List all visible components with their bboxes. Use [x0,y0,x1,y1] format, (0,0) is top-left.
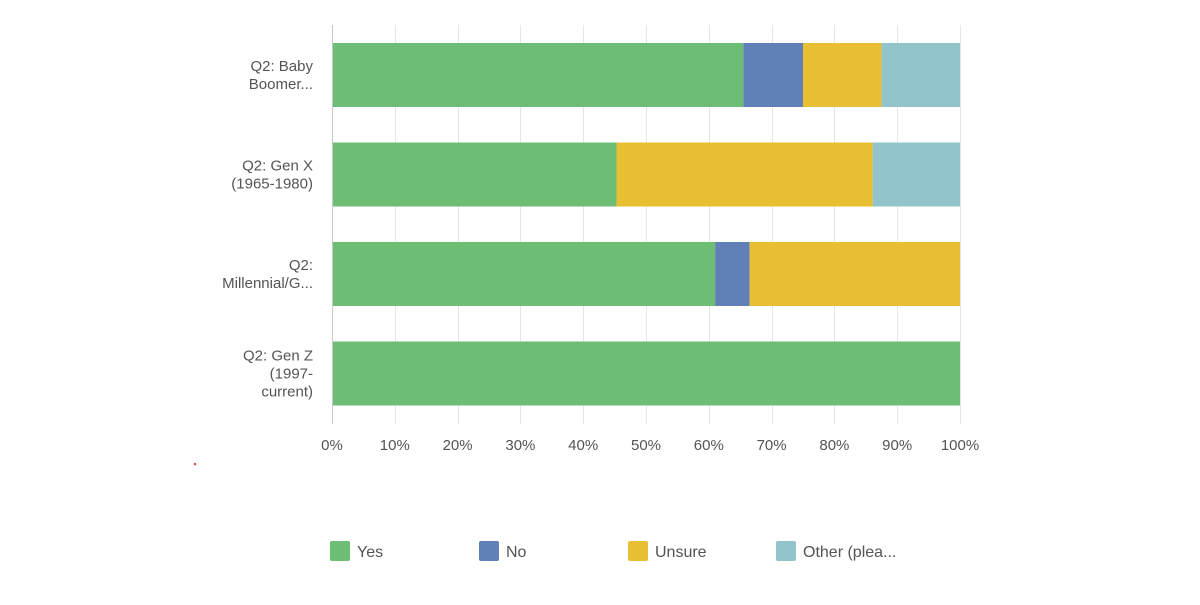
x-tick-label: 10% [380,437,410,454]
category-label-line: Q2: Gen Z [243,348,313,365]
bar-segment [872,142,960,207]
x-tick-label: 50% [631,437,661,454]
category-label: Q2: Gen X (1965-1980) [231,158,313,193]
legend-swatch [628,541,648,561]
legend-label: No [506,544,527,561]
bar-layer [332,43,960,406]
x-tick-label: 40% [568,437,598,454]
x-tick-labels: 0% 10% 20% 30% 40% 50% 60% 70% 80% 90% 100% [321,437,979,454]
category-label: Q2: Gen Z (1997-current) [243,348,313,401]
x-tick-label: 60% [694,437,724,454]
legend-swatch [776,541,796,561]
x-tick-label: 90% [882,437,912,454]
bar-segment [749,242,960,306]
category-label: Q2: Millennial/G... [222,257,313,292]
x-tick-label: 100% [941,437,979,454]
bar-segment [332,341,960,406]
category-label-line: current) [261,384,313,401]
category-label-line: (1997- [270,366,313,383]
legend-label: Other (plea... [803,544,896,561]
x-tick-label: 20% [443,437,473,454]
category-labels: Q2: Baby Boomer...Q2: Gen X (1965-1980)Q2:… [222,58,313,401]
x-tick-label: 30% [505,437,535,454]
category-label-line: Boomer... [249,76,313,93]
bar-segment [616,142,873,207]
bar-segment [332,142,617,207]
x-tick-label: 0% [321,437,343,454]
x-tick-label: 80% [819,437,849,454]
category-label-line: Q2: [289,257,313,274]
bar-segment [803,43,882,107]
bar-segment [332,242,716,306]
x-tick-label: 70% [757,437,787,454]
category-label-line: Q2: Gen X [242,158,313,175]
bar-segment [332,43,744,107]
category-label: Q2: Baby Boomer... [249,58,314,93]
stray-dot [193,462,197,466]
legend-label: Yes [357,544,383,561]
category-label-line: Q2: Baby [250,58,313,75]
legend-label: Unsure [655,544,707,561]
legend-swatch [479,541,499,561]
category-label-line: (1965-1980) [231,176,313,193]
bar-segment [743,43,803,107]
legend: Yes No Unsure Other (plea... [330,541,896,561]
bar-segment [715,242,750,306]
category-label-line: Millennial/G... [222,275,313,292]
bar-segment [881,43,960,107]
legend-swatch [330,541,350,561]
